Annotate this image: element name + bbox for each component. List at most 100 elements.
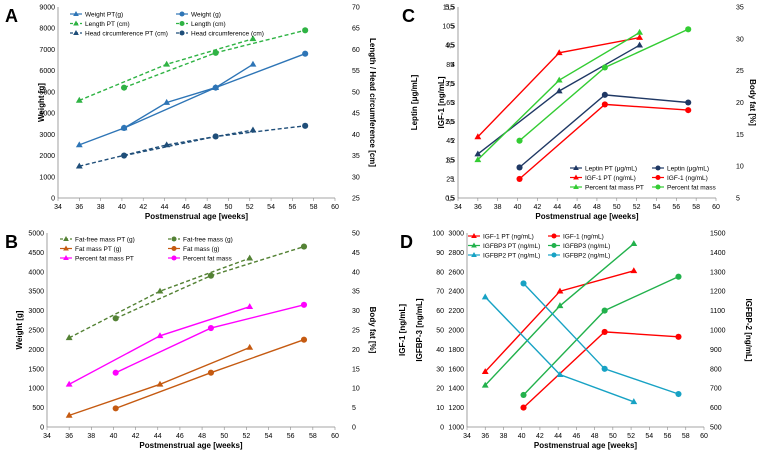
y-tick-label-secondary: 95 bbox=[446, 43, 454, 50]
panel-A: A 34 36 38 40 42 44 46 48 50 52 54 56 58 60 Postmenstru… bbox=[5, 5, 377, 222]
x-tick-label: 44 bbox=[553, 204, 561, 211]
data-point bbox=[630, 240, 638, 247]
legend-marker bbox=[551, 242, 557, 249]
series-percent-fat-mass bbox=[516, 26, 692, 144]
legend-marker bbox=[471, 233, 477, 238]
y-tick-label: 6000 bbox=[39, 68, 55, 75]
data-point bbox=[249, 35, 257, 42]
series-line bbox=[522, 282, 679, 395]
data-point bbox=[207, 272, 214, 279]
y-tick-label-secondary: 75 bbox=[446, 81, 454, 88]
data-point bbox=[601, 91, 608, 98]
y2-axis-title: IGFBP-2 [ng/mL] bbox=[744, 298, 753, 361]
y2-tick-label: 1400 bbox=[710, 250, 726, 257]
data-point bbox=[636, 33, 644, 40]
y2-tick-label: 20 bbox=[352, 347, 360, 354]
series-line bbox=[123, 29, 306, 89]
data-point bbox=[481, 293, 489, 300]
series-line bbox=[68, 346, 250, 417]
x-tick-label: 46 bbox=[572, 433, 580, 440]
legend-marker bbox=[171, 245, 177, 252]
x-tick-label: 54 bbox=[653, 204, 661, 211]
series-igfbp2-pt-ng-ml bbox=[481, 293, 638, 405]
series-head-circumference-pt-cm bbox=[75, 126, 257, 169]
y-tick-label: 2 bbox=[451, 138, 455, 145]
y-tick-label: 1000 bbox=[448, 425, 464, 432]
y2-tick-label: 40 bbox=[352, 132, 360, 139]
data-point bbox=[163, 98, 171, 105]
legend-label: IGFBP2 PT (ng/mL) bbox=[483, 252, 540, 259]
y2-tick-label: 50 bbox=[352, 89, 360, 96]
y2-tick-label: 10 bbox=[736, 164, 744, 171]
data-point bbox=[246, 303, 254, 310]
panel-C: C34 36 38 40 42 44 46 48 50 52 54 56 58 60Postmenstru… bbox=[402, 5, 757, 222]
data-point bbox=[474, 156, 482, 163]
legend-marker bbox=[179, 20, 185, 27]
series-percent-fat-mass bbox=[112, 301, 308, 376]
data-point bbox=[675, 273, 682, 280]
data-point bbox=[601, 64, 608, 71]
series-igf-1-pt-ng-ml bbox=[474, 33, 644, 140]
y-tick-label: 3 bbox=[451, 100, 455, 107]
x-tick-label: 34 bbox=[43, 433, 51, 440]
y-tick-label: 3000 bbox=[39, 132, 55, 139]
data-point bbox=[520, 404, 527, 411]
y2-tick-label: 800 bbox=[710, 366, 722, 373]
panel-label-D: D bbox=[400, 232, 413, 252]
series-line bbox=[79, 129, 254, 167]
legend-label: Leptin PT (μg/mL) bbox=[585, 165, 637, 172]
legend-marker bbox=[63, 255, 69, 260]
y-tick-label: 4 bbox=[451, 62, 455, 69]
y-tick-label: 1200 bbox=[448, 405, 464, 412]
legend: Leptin PT (μg/mL) Leptin (μg/mL) IGF-1 PT … bbox=[570, 165, 717, 191]
x-tick-label: 60 bbox=[331, 204, 339, 211]
y2-tick-label: 35 bbox=[352, 153, 360, 160]
y2-tick-label: 600 bbox=[710, 405, 722, 412]
legend-label: Weight (g) bbox=[191, 11, 221, 18]
legend-marker bbox=[573, 165, 579, 170]
legend-label: Head circumference PT (cm) bbox=[85, 30, 168, 37]
data-point bbox=[474, 133, 482, 140]
y-tick-label: 4500 bbox=[28, 250, 44, 257]
legend-label: Fat-free mass PT (g) bbox=[75, 236, 135, 243]
legend-label: Weight PT(g) bbox=[85, 11, 123, 18]
y-tick-label-secondary: 85 bbox=[446, 62, 454, 69]
x-tick-label: 42 bbox=[139, 204, 147, 211]
data-point bbox=[636, 41, 644, 48]
x-tick-label: 56 bbox=[288, 204, 296, 211]
legend-marker bbox=[573, 174, 579, 180]
legend-label: Length PT (cm) bbox=[85, 21, 130, 28]
x-tick-label: 42 bbox=[533, 204, 541, 211]
series-line bbox=[484, 243, 635, 386]
y2-tick-label: 15 bbox=[736, 132, 744, 139]
y-tick-label: 0 bbox=[40, 425, 44, 432]
x-tick-label: 46 bbox=[176, 433, 184, 440]
data-point bbox=[302, 50, 309, 57]
x-tick-label: 38 bbox=[87, 433, 95, 440]
y-tick-label-secondary: 15 bbox=[446, 196, 454, 203]
x-tick-label: 44 bbox=[154, 433, 162, 440]
y2-axis-title: Length / Head circumference [cm] bbox=[368, 38, 377, 167]
panel-D: D 34 36 38 40 42 44 46 48 50 52 54 56 58 60 Postmenstru… bbox=[398, 231, 753, 451]
x-tick-label: 34 bbox=[454, 204, 462, 211]
legend-marker bbox=[171, 255, 177, 261]
series-length-pt-cm bbox=[75, 35, 257, 103]
x-tick-label: 58 bbox=[692, 204, 700, 211]
y-tick-label: 5,5 bbox=[445, 5, 455, 12]
x-tick-label: 56 bbox=[287, 433, 295, 440]
legend-marker bbox=[73, 20, 79, 26]
series-line bbox=[123, 125, 306, 157]
y2-tick-label: 20 bbox=[736, 100, 744, 107]
y2-tick-label: 30 bbox=[736, 36, 744, 43]
data-point bbox=[75, 96, 83, 103]
y2-tick-label: 500 bbox=[710, 425, 722, 432]
x-tick-label: 40 bbox=[118, 204, 126, 211]
x-tick-label: 54 bbox=[265, 433, 273, 440]
data-point bbox=[302, 122, 309, 129]
data-point bbox=[65, 380, 73, 387]
series-percent-fat-mass-pt bbox=[474, 28, 644, 163]
x-tick-label: 36 bbox=[474, 204, 482, 211]
y-tick-label-secondary: 50 bbox=[436, 328, 444, 335]
legend-label: Percent fat mass PT bbox=[585, 184, 644, 191]
y-tick-label-secondary: 25 bbox=[446, 176, 454, 183]
